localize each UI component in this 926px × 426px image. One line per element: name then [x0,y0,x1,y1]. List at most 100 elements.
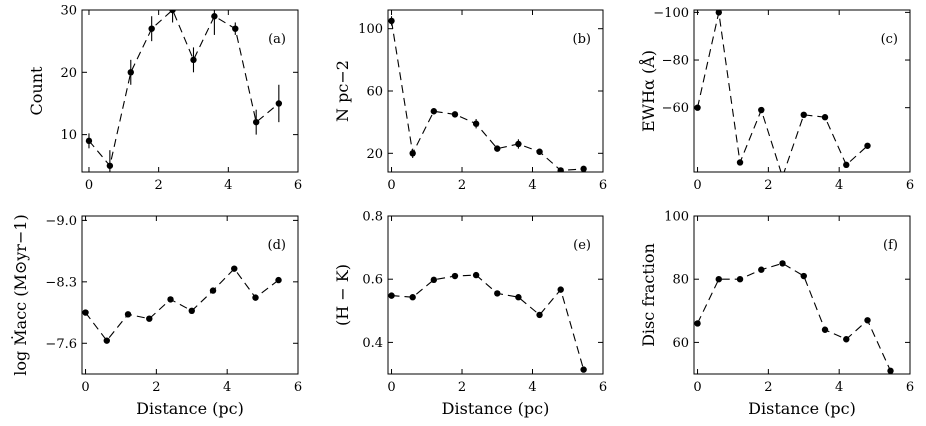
panel-1: 0 2 4 6 10 20 30 (a) Count [27,4,302,194]
panel-letter: (b) [573,32,591,47]
panel-3: 0 2 4 6 −100 −80 −60 (c) EWHα (Å) [638,6,914,193]
data-point [146,315,153,322]
data-point [252,118,260,126]
data-area [388,271,587,373]
data-point [409,150,416,157]
data-point [167,296,174,303]
data-point [430,276,438,284]
data-point [188,307,195,314]
data-point [169,10,176,14]
data-point [536,148,543,155]
data-point [736,159,744,166]
x-tick-label: 4 [528,380,536,395]
y-axis-label: EWHα (Å) [638,50,658,132]
y-tick-label: 0.4 [362,336,383,351]
data-point [515,140,522,148]
x-tick-label: 0 [85,178,93,193]
x-tick-label: 0 [387,380,395,395]
plot-frame [81,215,299,375]
y-tick-label: 60 [366,85,383,100]
plot-frame [387,215,604,375]
x-tick-label: 2 [764,380,772,395]
data-point [557,286,564,293]
data-point [211,13,218,20]
data-point [864,142,871,149]
series-line [391,274,585,370]
data-point [887,367,894,374]
data-area [694,260,894,374]
x-axis-label: Distance (pc) [136,399,244,418]
y-tick-label: 20 [60,66,77,81]
x-tick-label: 4 [224,178,232,193]
series-line [85,267,279,342]
data-point [580,165,587,172]
data-point [148,25,155,32]
panel-5: 0 2 4 6 0.4 0.6 0.8 (e) Distance (pc) (H − K) [333,210,607,419]
data-point [388,17,395,25]
y-tick-label: −100 [653,6,689,21]
y-tick-label: −8.3 [45,275,77,290]
y-tick-label: 20 [366,147,383,162]
panel-letter: (d) [268,238,286,253]
y-tick-label: −60 [662,101,689,116]
data-point [231,265,238,272]
data-area [694,10,871,180]
y-tick-label: −80 [662,54,689,69]
panel-letter: (e) [573,238,591,253]
data-point [82,309,89,316]
series-line [697,262,892,372]
data-point [209,287,217,294]
panel-2: 0 2 4 6 20 60 100 (b) N pc−2 [333,9,607,193]
x-tick-label: 2 [155,178,163,193]
data-point [821,114,829,121]
data-point [694,104,701,111]
data-point [494,290,501,297]
data-point [275,276,282,284]
x-tick-label: 6 [906,380,914,395]
y-axis-label: (H − K) [333,264,352,326]
data-point [715,10,722,16]
y-tick-label: 0.8 [362,210,383,225]
x-tick-label: 2 [458,380,466,395]
data-point [232,25,239,32]
y-axis-label: Disc fraction [639,243,658,347]
data-point [494,145,501,152]
y-tick-label: 10 [60,128,77,143]
data-point [843,336,850,343]
panel-letter: (c) [881,32,898,47]
data-point [472,271,480,279]
data-point [864,317,871,324]
data-point [536,311,543,319]
plot-frame [81,9,299,173]
data-point [758,106,765,114]
series-line [390,20,584,171]
data-area [388,16,587,172]
data-area [82,265,282,344]
data-point [190,56,197,64]
data-point [779,174,785,180]
x-tick-label: 6 [294,380,302,395]
y-tick-label: −9.0 [45,214,77,229]
x-tick-label: 6 [599,380,607,395]
x-tick-label: 0 [387,178,395,193]
data-point [472,120,480,127]
y-tick-label: 60 [672,336,689,351]
x-tick-label: 0 [693,178,701,193]
y-tick-label: 100 [358,22,383,37]
data-point [388,292,395,299]
data-point [451,272,459,280]
data-point [275,100,283,107]
series-line [696,12,868,172]
x-axis-label: Distance (pc) [748,399,856,418]
y-tick-label: 100 [664,210,689,225]
data-point [800,111,807,119]
data-point [779,260,786,267]
data-point [843,161,850,169]
panel-letter: (a) [268,32,286,47]
y-axis-label: N pc−2 [333,60,352,122]
data-point [127,69,134,76]
y-tick-label: 80 [672,273,689,288]
data-point [409,294,416,301]
data-point [103,337,110,344]
x-tick-label: 6 [294,178,302,193]
